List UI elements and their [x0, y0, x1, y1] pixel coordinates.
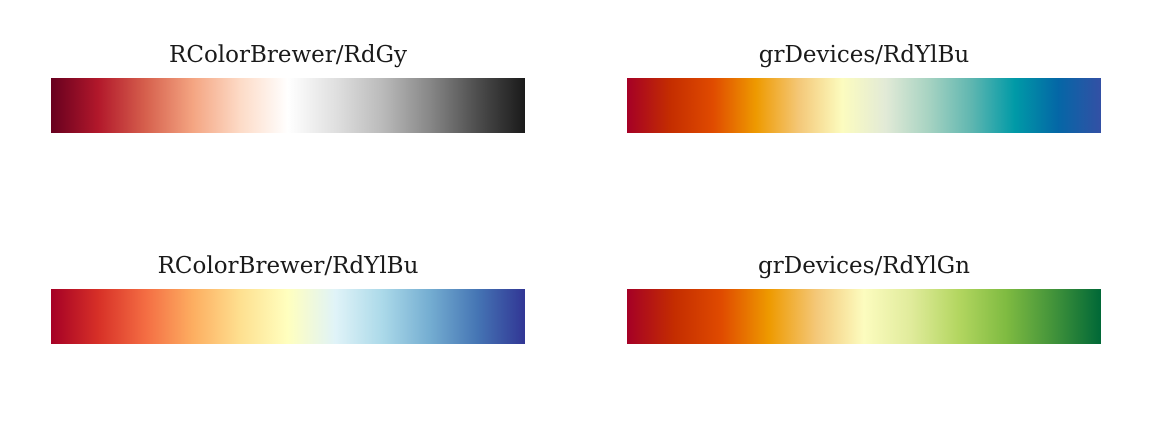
- colorbar-title: grDevices/RdYlBu: [758, 42, 970, 68]
- colorbar-fill: [627, 289, 1101, 344]
- colorbar-gradient: [51, 289, 525, 344]
- colorbar-fill: [51, 289, 525, 344]
- colorbar-fill: [627, 78, 1101, 133]
- colorbar-gradient: [51, 78, 525, 133]
- colorbar-title: grDevices/RdYlGn: [758, 253, 970, 279]
- colorbar-title: RColorBrewer/RdYlBu: [157, 253, 419, 279]
- colorbar-gradient: [627, 289, 1101, 344]
- colorbar-title: RColorBrewer/RdGy: [169, 42, 407, 68]
- colorbar-gradient: [627, 78, 1101, 133]
- colorbar-fill: [51, 78, 525, 133]
